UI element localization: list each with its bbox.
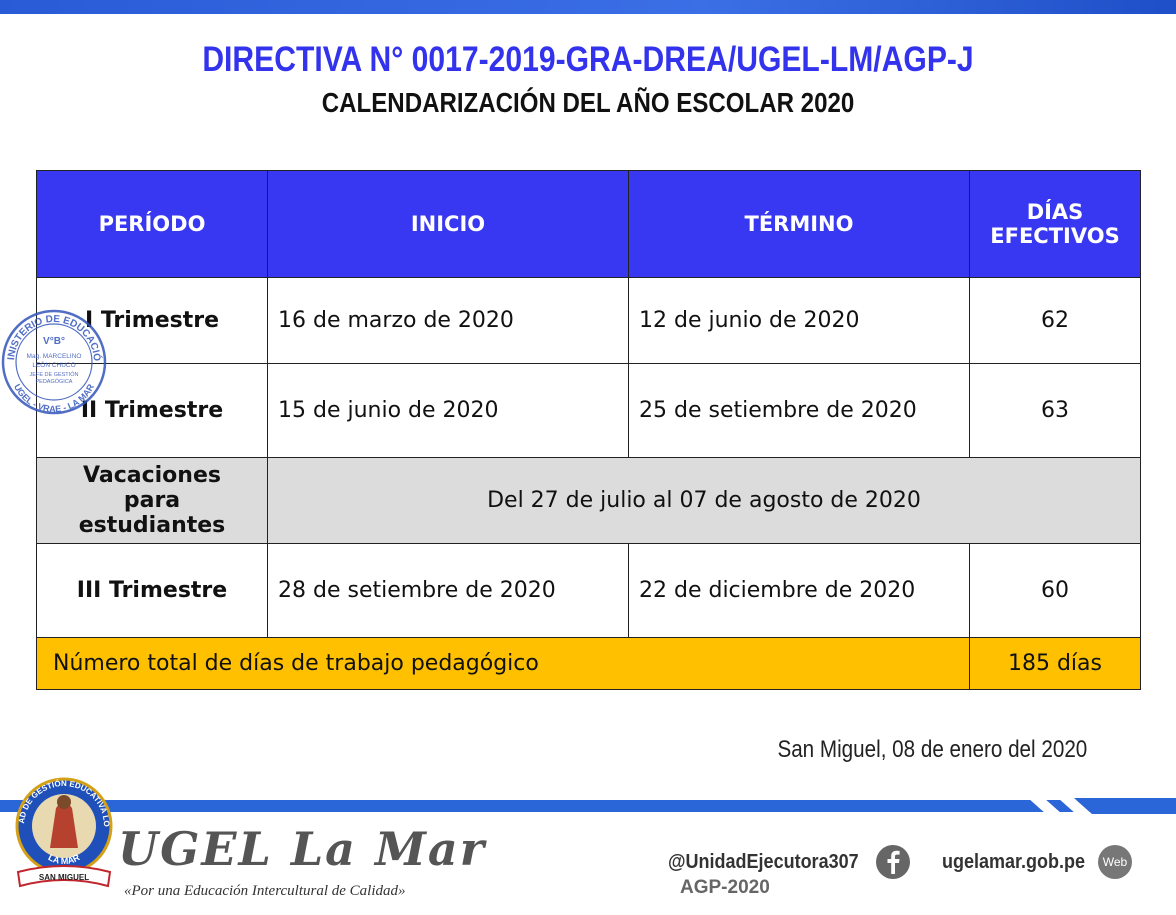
- cell: 185 días: [969, 637, 1141, 690]
- cell: Vacaciones para estudiantes: [36, 457, 268, 544]
- top-bar: [0, 0, 1176, 14]
- column-header: INICIO: [267, 170, 629, 278]
- subtitle: CALENDARIZACIÓN DEL AÑO ESCOLAR 2020: [321, 87, 855, 118]
- web-icon: Web: [1098, 845, 1132, 879]
- cell: III Trimestre: [36, 543, 268, 638]
- row: I Trimestre 16 de marzo de 2020 12 de ju…: [36, 277, 1141, 364]
- row: II Trimestre 15 de junio de 2020 25 de s…: [36, 363, 1141, 458]
- date: San Miguel, 08 de enero del 2020: [777, 736, 1087, 763]
- cell: Número total de días de trabajo pedagógi…: [36, 637, 970, 690]
- stamp-line: V°B°: [43, 336, 65, 347]
- stamp-line: LEÓN CHUCO: [32, 360, 75, 369]
- vacation-row: Vacaciones para estudiantes Del 27 de ju…: [36, 457, 1141, 544]
- stamp-ring: [15, 323, 93, 401]
- cell: Del 27 de julio al 07 de agosto de 2020: [267, 457, 1141, 544]
- logo-ribbon: SAN MIGUEL: [39, 873, 89, 882]
- stamp-line: JEFE DE GESTIÓN: [30, 371, 79, 378]
- code: AGP-2020: [680, 877, 770, 898]
- logo-bottom: LA MAR: [47, 852, 82, 866]
- cell: 62: [969, 277, 1141, 364]
- logo: UNIDAD DE GESTIÓN EDUCATIVA LOCAL LA MAR…: [10, 768, 113, 888]
- social-handle: @UnidadEjecutora307: [668, 851, 859, 873]
- cell: 12 de junio de 2020: [628, 277, 970, 364]
- stamp: MINISTERIO DE EDUCACIÓN UGEL - VRAE - LA…: [0, 306, 107, 415]
- cell: 16 de marzo de 2020: [267, 277, 629, 364]
- column-header: TÉRMINO: [628, 170, 970, 278]
- total-row: Número total de días de trabajo pedagógi…: [36, 637, 1141, 690]
- cell: I Trimestre: [36, 277, 268, 364]
- cell: 15 de junio de 2020: [267, 363, 629, 458]
- web-label: Web: [1103, 855, 1128, 869]
- cell: II Trimestre: [36, 363, 268, 458]
- cell: 25 de setiembre de 2020: [628, 363, 970, 458]
- facebook-icon: [876, 845, 910, 879]
- footer-stripe: [0, 800, 1176, 812]
- stamp-ring: [1, 309, 107, 415]
- slogan: «Por una Educación Intercultural de Cali…: [124, 883, 406, 899]
- stripe-accents: [1028, 798, 1176, 814]
- stamp-line: PEDAGÓGICA: [36, 378, 73, 385]
- column-header: PERÍODO: [36, 170, 268, 278]
- calendar-table: PERÍODO INICIO TÉRMINO DÍAS EFECTIVOS I …: [36, 170, 1141, 690]
- cell: 60: [969, 543, 1141, 638]
- cell: 22 de diciembre de 2020: [628, 543, 970, 638]
- logo-text: LA MAR: [47, 852, 82, 866]
- website: ugelamar.gob.pe: [942, 851, 1086, 873]
- cell: 28 de setiembre de 2020: [267, 543, 629, 638]
- title: DIRECTIVA N° 0017-2019-GRA-DREA/UGEL-LM/…: [202, 40, 974, 79]
- brand: UGEL La Mar: [118, 822, 486, 876]
- stamp-line: Mag. MARCELINO: [27, 353, 82, 360]
- column-header: DÍAS EFECTIVOS: [969, 170, 1141, 278]
- row: III Trimestre 28 de setiembre de 2020 22…: [36, 543, 1141, 638]
- header-row: PERÍODO INICIO TÉRMINO DÍAS EFECTIVOS: [36, 170, 1141, 278]
- cell: 63: [969, 363, 1141, 458]
